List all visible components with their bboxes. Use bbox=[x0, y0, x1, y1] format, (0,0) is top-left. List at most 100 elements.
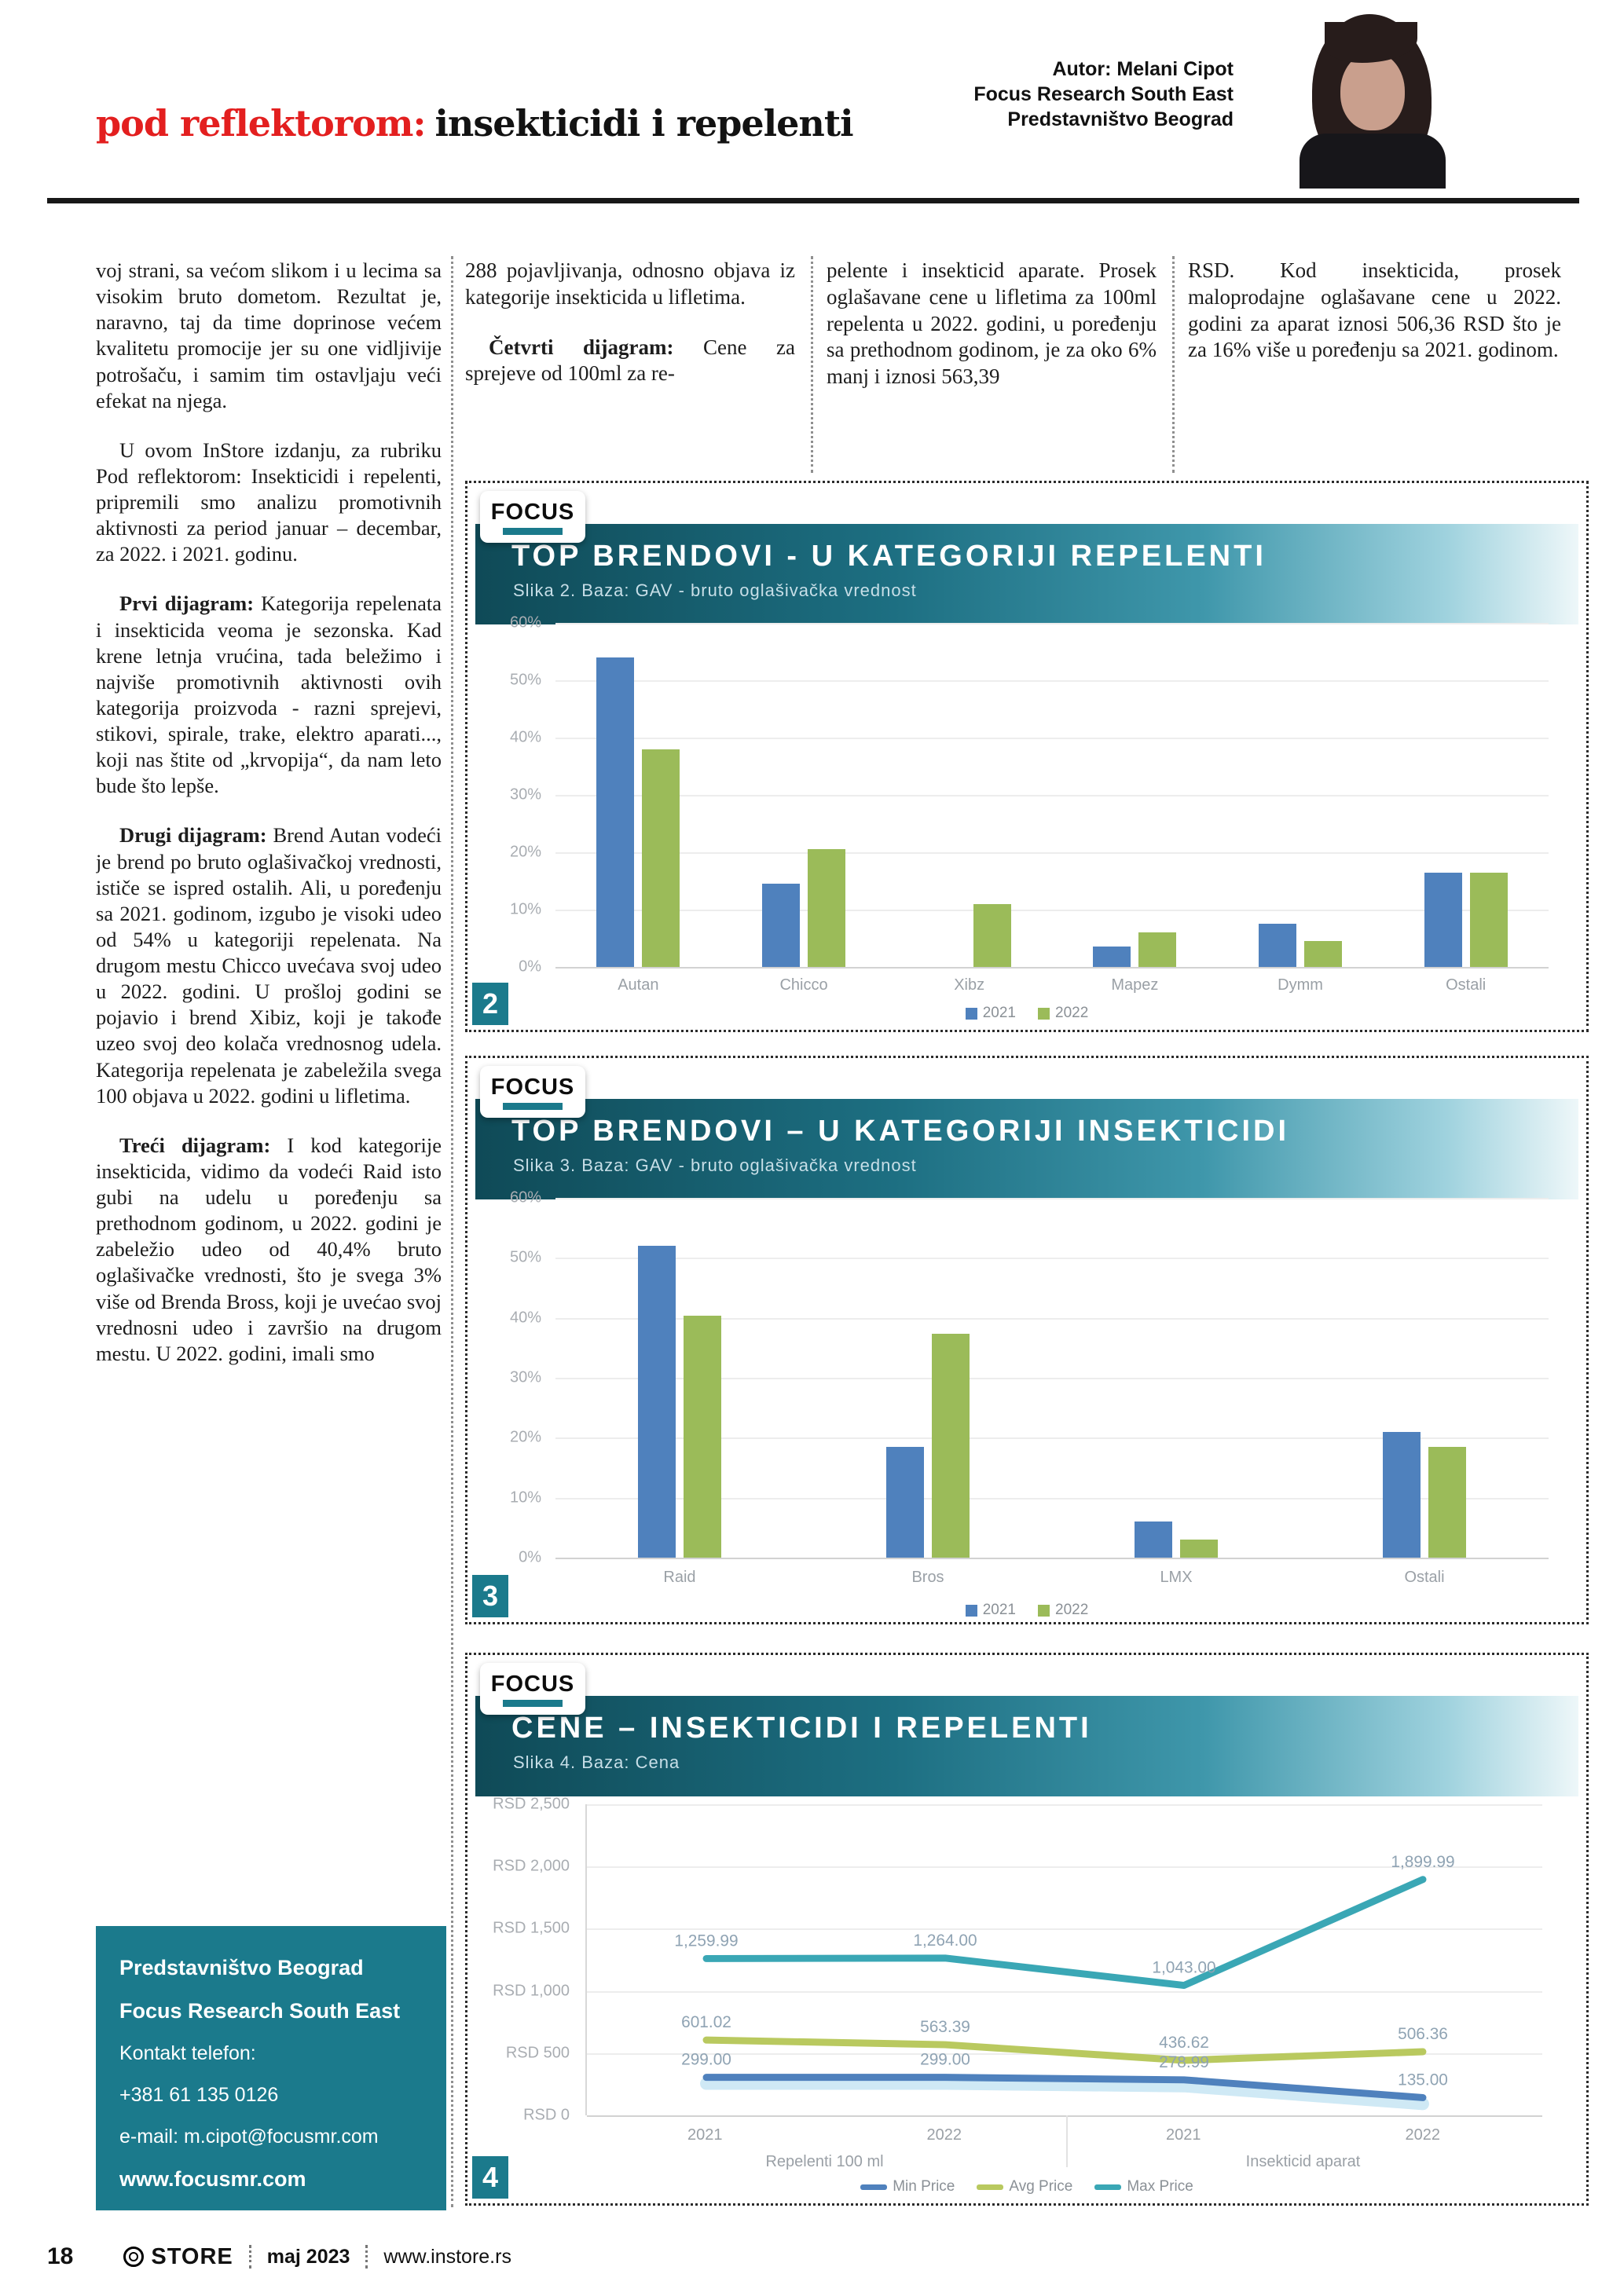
y-axis-tick: RSD 0 bbox=[523, 2106, 570, 2124]
year-axis: 2021 2022 2021 2022 bbox=[585, 2126, 1542, 2144]
legend-item: Min Price bbox=[860, 2178, 955, 2195]
chart-banner: TOP BRENDOVI – U KATEGORIJI INSEKTICIDI … bbox=[475, 1099, 1578, 1199]
line-min-price bbox=[702, 2074, 1427, 2101]
legend-swatch bbox=[965, 1007, 977, 1020]
legend-swatch bbox=[965, 1604, 977, 1617]
legend-swatch bbox=[860, 2184, 888, 2190]
column-separator bbox=[811, 256, 813, 473]
page-title: pod reflektorom: insekticidi i repelenti bbox=[96, 102, 854, 145]
category-label: Mapez bbox=[1111, 976, 1159, 994]
chart-banner: TOP BRENDOVI - U KATEGORIJI REPELENTI Sl… bbox=[475, 524, 1578, 624]
gridline bbox=[587, 1990, 1542, 1993]
data-label-Min Price: 299.00 bbox=[920, 2051, 970, 2069]
legend-swatch bbox=[1038, 1007, 1050, 1020]
group-axis: Repelenti 100 ml Insekticid aparat bbox=[585, 2153, 1542, 2171]
legend-item: 2021 bbox=[965, 1005, 1016, 1022]
bar-group-LMX bbox=[1052, 1198, 1300, 1558]
legend-swatch bbox=[977, 2184, 1004, 2190]
article-column-4: RSD. Kod insekticida, prosek maloprodajn… bbox=[1188, 258, 1561, 474]
author-company: Focus Research South East bbox=[973, 83, 1234, 105]
focus-logo-bar bbox=[503, 527, 563, 535]
instore-logo-icon bbox=[123, 2247, 145, 2267]
bar-2021 bbox=[1259, 924, 1297, 967]
category-label: Ostali bbox=[1446, 976, 1487, 994]
focus-logo: FOCUS bbox=[480, 1066, 585, 1118]
legend-label: Avg Price bbox=[1009, 2178, 1073, 2195]
bar-2021 bbox=[1383, 1431, 1421, 1558]
section-title: insekticidi i repelenti bbox=[434, 102, 853, 145]
focus-logo-bar bbox=[503, 1102, 563, 1110]
y-axis-tick: 10% bbox=[509, 900, 541, 918]
category-label: Autan bbox=[618, 976, 659, 994]
line-avg-price bbox=[702, 2036, 1427, 2064]
bar-2022 bbox=[1304, 941, 1343, 967]
y-axis-tick: 60% bbox=[509, 613, 541, 632]
focus-logo: FOCUS bbox=[480, 491, 585, 543]
chart-legend: 2021 2022 bbox=[467, 1602, 1586, 1619]
page-footer: 18 STORE maj 2023 www.instore.rs bbox=[47, 2243, 1579, 2270]
instore-brand: STORE bbox=[123, 2244, 233, 2270]
y-axis-tick: RSD 500 bbox=[505, 2044, 570, 2062]
bar-group-Dymm bbox=[1218, 623, 1384, 967]
bar-group-Bros bbox=[804, 1198, 1052, 1558]
paragraph-lead: Drugi dijagram: bbox=[119, 823, 273, 848]
gridline bbox=[555, 1198, 1549, 1199]
paragraph-lead: Prvi dijagram: bbox=[119, 591, 262, 616]
y-axis-tick: RSD 1,000 bbox=[493, 1982, 570, 2000]
chart-subtitle: Slika 3. Baza: GAV - bruto oglašivačka v… bbox=[513, 1155, 917, 1175]
year-label: 2022 bbox=[1405, 2126, 1441, 2144]
author-block: Autor: Melani Cipot Focus Research South… bbox=[817, 57, 1234, 132]
footer-separator bbox=[248, 2245, 251, 2269]
author-office: Predstavništvo Beograd bbox=[1007, 108, 1234, 130]
group-divider bbox=[1066, 2115, 1068, 2167]
legend-label: 2021 bbox=[982, 1005, 1016, 1021]
gridline bbox=[555, 795, 1549, 796]
bar-2021 bbox=[762, 884, 800, 967]
legend-label: 2021 bbox=[982, 1602, 1016, 1618]
bar-group-Ostali bbox=[1383, 623, 1549, 967]
gridline bbox=[555, 910, 1549, 911]
figure-number-badge: 3 bbox=[472, 1575, 508, 1617]
focus-logo-text: FOCUS bbox=[490, 499, 575, 525]
y-axis-tick: 20% bbox=[509, 843, 541, 861]
contact-line: e-mail: m.cipot@focusmr.com bbox=[119, 2126, 379, 2148]
year-label: 2021 bbox=[687, 2126, 723, 2144]
photo-shoulders bbox=[1300, 134, 1446, 189]
contact-line: +381 61 135 0126 bbox=[119, 2084, 279, 2106]
chart-legend: 2021 2022 bbox=[467, 1005, 1586, 1022]
bar-2022 bbox=[684, 1315, 721, 1558]
data-label-Avg Price: 563.39 bbox=[920, 2018, 970, 2036]
bar-2021 bbox=[1135, 1522, 1172, 1558]
y-axis-tick: 10% bbox=[509, 1489, 541, 1507]
paragraph: RSD. Kod insekticida, prosek maloprodajn… bbox=[1188, 258, 1561, 362]
legend-item: 2022 bbox=[1038, 1602, 1088, 1619]
focus-logo-text: FOCUS bbox=[490, 1074, 575, 1100]
y-axis-tick: 40% bbox=[509, 1309, 541, 1327]
figure-number-badge: 2 bbox=[472, 983, 508, 1025]
page-number: 18 bbox=[47, 2243, 74, 2269]
y-axis-tick: 30% bbox=[509, 1368, 541, 1386]
article-column-1: voj strani, sa većom slikom i u lecima s… bbox=[96, 258, 442, 1906]
contact-line: Focus Research South East bbox=[119, 1999, 401, 2023]
y-axis-tick: RSD 2,500 bbox=[493, 1795, 570, 1813]
section-kicker: pod reflektorom: bbox=[96, 102, 426, 145]
y-axis-tick: 0% bbox=[519, 958, 541, 976]
category-label: Chicco bbox=[779, 976, 828, 994]
paragraph: 288 pojavljivanja, odnosno objava iz kat… bbox=[465, 258, 795, 309]
figure-number-badge: 4 bbox=[472, 2156, 508, 2199]
bar-2021 bbox=[596, 657, 635, 967]
y-axis-tick: RSD 1,500 bbox=[493, 1919, 570, 1937]
contact-line: Kontakt telefon: bbox=[119, 2042, 256, 2064]
category-axis: Raid Bros LMX Ostali bbox=[555, 1569, 1549, 1587]
bar-2021 bbox=[1424, 872, 1462, 967]
category-label: Raid bbox=[663, 1569, 696, 1586]
bar-2021 bbox=[1093, 947, 1131, 967]
contact-box: Predstavništvo Beograd Focus Research Sou… bbox=[96, 1926, 446, 2210]
data-label-Max Price: 1,264.00 bbox=[913, 1932, 977, 1950]
website-url: www.instore.rs bbox=[383, 2245, 511, 2268]
y-axis-tick: 50% bbox=[509, 671, 541, 689]
chart-banner: CENE – INSEKTICIDI I REPELENTI Slika 4. … bbox=[475, 1696, 1578, 1796]
legend-label: Min Price bbox=[893, 2178, 955, 2195]
legend-swatch bbox=[1038, 1604, 1050, 1617]
year-label: 2022 bbox=[926, 2126, 962, 2144]
